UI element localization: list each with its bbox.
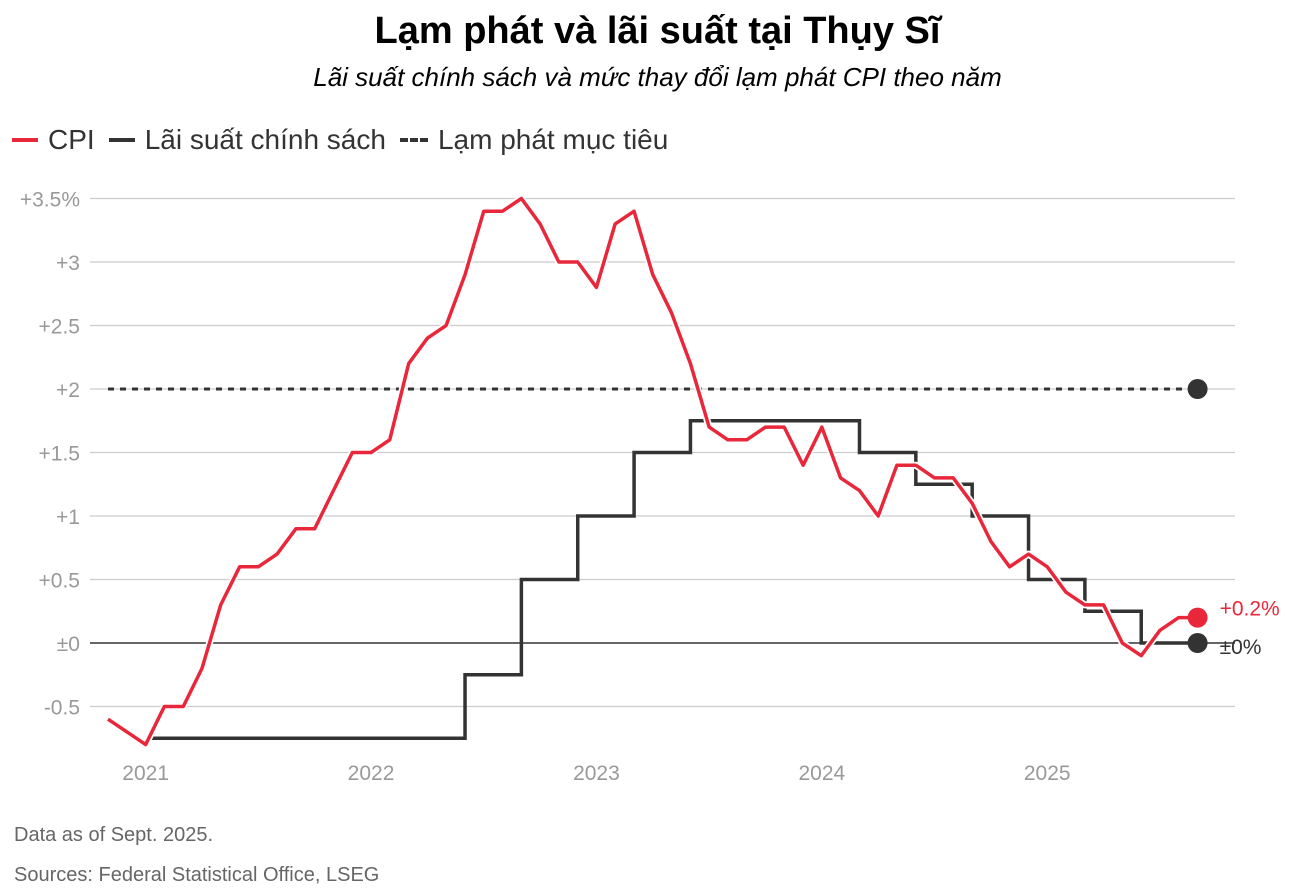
chart-subtitle: Lãi suất chính sách và mức thay đổi lạm … [313,62,1002,92]
y-tick-label: +3 [56,252,80,275]
legend-label-target: Lạm phát mục tiêu [437,124,669,155]
data-as-of-note: Data as of Sept. 2025. [14,824,214,846]
y-tick-label: ±0 [57,633,80,656]
marker-layer: +0.2% ±0% [1187,379,1280,659]
grid-layer: +3.5% +3 +2.5 +2 +1.5 +1 +0.5 ±0 -0.5 2021 2022 202… [20,189,1235,785]
cpi-line-halo [106,195,1198,749]
y-tick-label: +3.5% [20,189,80,212]
y-tick-label: +1 [56,506,80,529]
chart-title: Lạm phát và lãi suất tại Thụy Sĩ [374,10,941,52]
legend-item-target: Lạm phát mục tiêu [399,124,669,156]
cpi-end-label: +0.2% [1220,598,1280,621]
x-tick-label: 2023 [573,762,620,785]
y-tick-label: +2.5 [39,316,80,339]
legend-swatch-policy-rate [108,138,135,142]
legend-item-policy-rate: Lãi suất chính sách [108,124,386,156]
legend-item-cpi: CPI [12,124,95,156]
policy-rate-line [145,419,1198,740]
x-tick-label: 2022 [348,762,395,785]
legend-swatch-cpi [12,138,38,142]
legend-swatch-target [399,138,428,142]
x-tick-label: 2025 [1024,762,1071,785]
cpi-line [107,196,1198,747]
legend: CPI Lãi suất chính sách Lạm phát mục tiê… [12,124,682,156]
legend-label-policy-rate: Lãi suất chính sách [144,124,386,155]
x-tick-label: 2021 [122,762,169,785]
y-tick-label: +1.5 [39,443,80,466]
legend-label-cpi: CPI [48,124,95,155]
y-tick-label: +0.5 [39,570,80,593]
y-tick-label: +2 [56,379,80,402]
target-end-marker [1187,379,1208,399]
rate-end-marker [1187,633,1208,653]
series-layer [106,195,1198,749]
sources-note: Sources: Federal Statistical Office, LSE… [14,864,380,886]
rate-end-label: ±0% [1220,636,1262,659]
y-tick-label: -0.5 [44,697,80,720]
cpi-end-marker [1187,607,1208,628]
x-tick-label: 2024 [798,762,845,785]
